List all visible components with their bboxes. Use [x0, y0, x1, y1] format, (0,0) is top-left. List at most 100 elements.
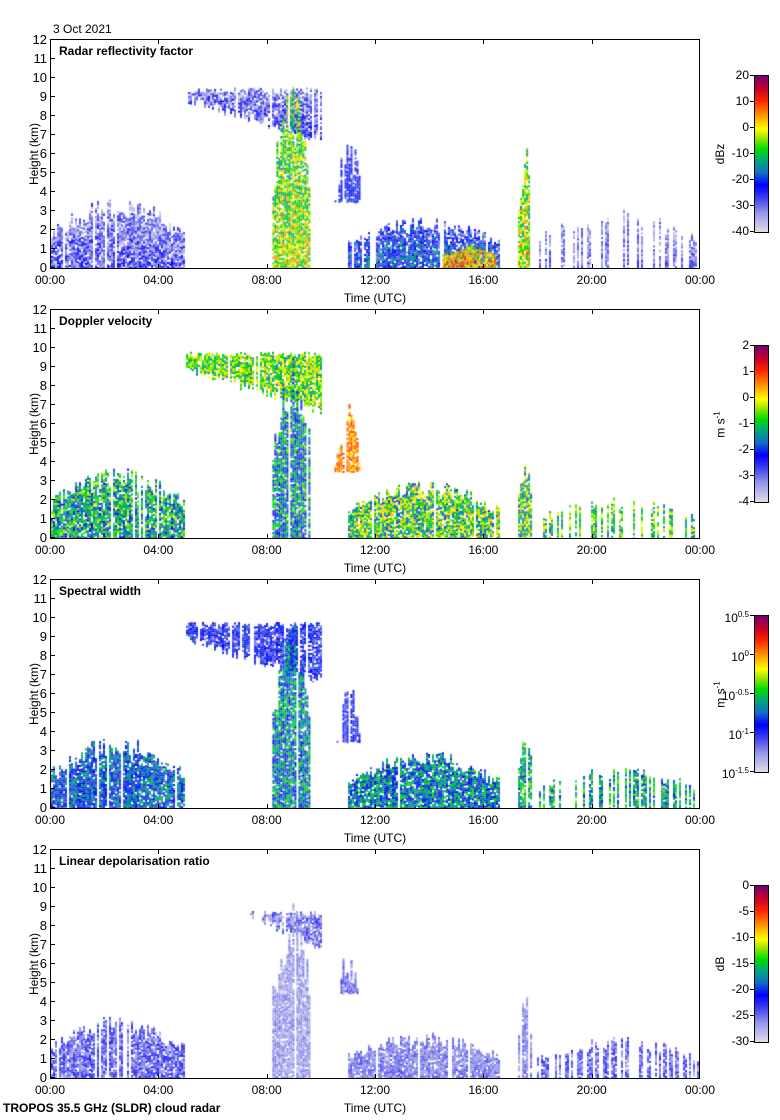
x-tick-label: 20:00: [576, 273, 607, 287]
y-tick-label: 4: [39, 184, 47, 199]
y-tick-label: 9: [39, 89, 47, 104]
radar-heatmap: [51, 850, 699, 1078]
x-tick-label: 00:00: [684, 1083, 716, 1097]
y-tick-label: 11: [33, 321, 48, 336]
y-tick-label: 8: [39, 378, 47, 393]
colorbar-tick-label: 0: [742, 120, 749, 134]
y-tick-mark: [50, 1077, 55, 1078]
x-axis-label: Time (UTC): [343, 291, 407, 305]
colorbar-tick-mark: [750, 615, 754, 616]
x-tick-mark: [158, 309, 160, 314]
x-tick-mark: [483, 849, 485, 854]
x-tick-label: 08:00: [251, 543, 282, 557]
y-tick-mark: [50, 712, 55, 713]
x-tick-label: 00:00: [34, 1083, 66, 1097]
x-tick-mark: [266, 579, 268, 584]
colorbar-unit-label: dBz: [713, 143, 727, 165]
colorbar-tick-mark: [750, 449, 754, 450]
y-tick-label: 4: [39, 724, 47, 739]
x-tick-mark: [266, 39, 268, 44]
y-tick-label: 2: [39, 1032, 47, 1047]
colorbar-tick-mark: [750, 654, 754, 655]
colorbar-tick-label: 0: [742, 390, 749, 404]
x-tick-mark: [266, 804, 268, 809]
y-tick-mark: [50, 598, 55, 599]
colorbar-tick-mark: [750, 101, 754, 102]
colorbar-tick-label: 10-1: [728, 727, 749, 742]
colorbar-tick-label: -40: [731, 224, 749, 238]
y-tick-mark: [50, 385, 55, 386]
y-tick-label: 5: [39, 435, 47, 450]
y-tick-mark: [50, 58, 55, 59]
x-tick-mark: [266, 1074, 268, 1079]
y-tick-label: 6: [39, 416, 47, 431]
colorbar-tick-label: -20: [731, 172, 749, 186]
y-tick-label: 5: [39, 705, 47, 720]
y-axis-label: Height (km): [27, 123, 41, 186]
plot-area: Doppler velocity: [50, 309, 700, 539]
y-tick-label: 12: [32, 302, 47, 317]
y-tick-mark: [50, 366, 55, 367]
y-tick-mark: [50, 499, 55, 500]
x-tick-mark: [375, 849, 376, 854]
y-tick-label: 10: [32, 340, 47, 355]
y-tick-mark: [50, 210, 55, 211]
y-tick-mark: [50, 229, 55, 230]
x-tick-mark: [158, 264, 160, 269]
y-tick-mark: [50, 480, 55, 481]
y-tick-mark: [50, 1001, 55, 1002]
x-axis-label: Time (UTC): [343, 831, 407, 845]
x-tick-label: 04:00: [143, 1083, 174, 1097]
x-axis-label: Time (UTC): [343, 561, 407, 575]
y-tick-label: 12: [32, 32, 47, 47]
x-tick-mark: [375, 804, 376, 809]
colorbar-tick-label: -4: [738, 494, 749, 508]
y-tick-label: 9: [39, 899, 47, 914]
y-tick-label: 3: [39, 203, 47, 218]
x-tick-label: 12:00: [359, 1083, 391, 1097]
x-tick-mark: [375, 264, 376, 269]
x-tick-mark: [375, 579, 376, 584]
y-tick-mark: [50, 906, 55, 907]
y-tick-label: 11: [33, 591, 48, 606]
panel-title: Radar reflectivity factor: [59, 44, 194, 58]
x-tick-label: 12:00: [359, 543, 391, 557]
plot-area: Linear depolarisation ratio: [50, 849, 700, 1079]
x-tick-mark: [266, 264, 268, 269]
x-tick-label: 12:00: [359, 813, 391, 827]
y-tick-mark: [50, 115, 55, 116]
colorbar-tick-mark: [750, 732, 754, 733]
x-tick-mark: [375, 309, 376, 314]
x-tick-mark: [483, 39, 485, 44]
x-tick-mark: [375, 39, 376, 44]
x-tick-label: 16:00: [468, 543, 499, 557]
colorbar-tick-mark: [750, 127, 754, 128]
colorbar: [754, 345, 769, 503]
y-tick-mark: [50, 423, 55, 424]
colorbar-tick-label: 0: [742, 878, 749, 892]
y-tick-label: 2: [39, 762, 47, 777]
x-tick-mark: [158, 534, 160, 539]
colorbar-tick-mark: [750, 693, 754, 694]
y-tick-label: 0: [39, 800, 47, 815]
colorbar-tick-mark: [750, 771, 754, 772]
radar-heatmap: [51, 40, 699, 268]
colorbar-tick-label: -30: [731, 1034, 749, 1048]
y-tick-mark: [50, 134, 55, 135]
x-tick-mark: [483, 579, 485, 584]
y-tick-label: 0: [39, 530, 47, 545]
colorbar-tick-mark: [750, 153, 754, 154]
y-tick-mark: [50, 537, 55, 538]
colorbar-tick-mark: [750, 885, 754, 886]
y-tick-label: 2: [39, 222, 47, 237]
y-tick-label: 6: [39, 686, 47, 701]
y-tick-mark: [50, 655, 55, 656]
y-tick-label: 3: [39, 1013, 47, 1028]
y-tick-mark: [50, 769, 55, 770]
y-tick-mark: [50, 944, 55, 945]
x-tick-mark: [591, 849, 593, 854]
y-tick-label: 10: [32, 610, 47, 625]
colorbar-tick-label: -25: [731, 1008, 749, 1022]
x-tick-mark: [266, 534, 268, 539]
x-tick-mark: [375, 534, 376, 539]
